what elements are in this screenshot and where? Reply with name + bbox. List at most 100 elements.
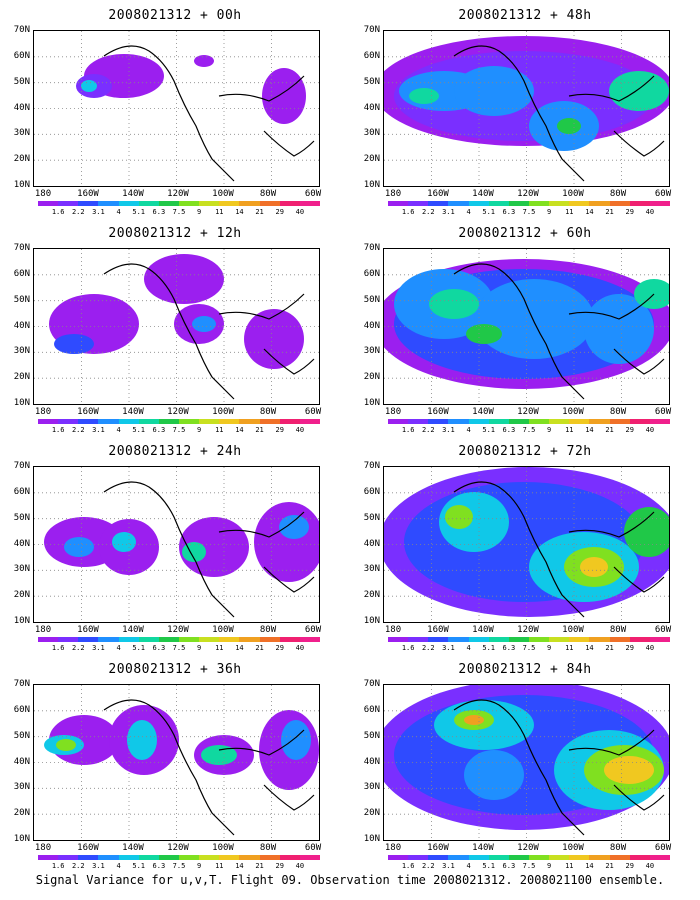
variance-contour: [112, 532, 136, 552]
colorbar-swatch: [448, 201, 469, 206]
colorbar-swatch: [259, 419, 280, 424]
colorbar-swatch: [508, 637, 529, 642]
colorbar-swatch: [609, 855, 630, 860]
longitude-label: 140W: [472, 189, 494, 199]
colorbar-label: 7.5: [172, 644, 186, 652]
variance-field-svg: [384, 31, 669, 186]
colorbar-label: 2.2: [71, 644, 85, 652]
colorbar-label: 9: [547, 426, 552, 434]
colorbar-swatch: [78, 855, 99, 860]
latitude-label: 10N: [363, 398, 380, 408]
coastline: [568, 511, 655, 538]
colorbar-swatch: [58, 855, 79, 860]
longitude-label: 160W: [427, 189, 449, 199]
colorbar-swatch: [549, 419, 570, 424]
colorbar-swatch: [428, 637, 449, 642]
colorbar-label: 11: [565, 208, 574, 216]
latitude-label: 70N: [13, 243, 30, 253]
longitude-label: 140W: [472, 843, 494, 853]
latitude-label: 40N: [363, 538, 380, 549]
colorbar-swatch: [98, 201, 119, 206]
longitude-label: 120W: [517, 407, 539, 417]
colorbar-swatch: [408, 637, 429, 642]
colorbar-swatch: [219, 637, 240, 642]
longitude-label: 140W: [122, 189, 144, 199]
latitude-label: 70N: [363, 461, 380, 471]
latitude-label: 10N: [13, 180, 30, 190]
longitude-label: 80W: [609, 407, 627, 417]
colorbar-swatch: [388, 419, 409, 424]
colorbar-swatch: [58, 201, 79, 206]
variance-contour: [604, 756, 654, 784]
coastline: [218, 511, 305, 538]
longitude-label: 100W: [562, 843, 584, 853]
latitude-label: 30N: [363, 782, 380, 793]
colorbar-swatch: [508, 419, 529, 424]
longitude-label: 100W: [562, 189, 584, 199]
colorbar-label: 7.5: [522, 208, 536, 216]
latitude-label: 10N: [363, 180, 380, 190]
coastline: [453, 699, 585, 836]
colorbar-swatch: [158, 419, 179, 424]
latitude-label: 20N: [13, 154, 30, 165]
latitude-label: 70N: [13, 679, 30, 689]
colorbar-swatch: [178, 855, 200, 860]
coastline: [613, 566, 665, 593]
longitude-label: 180: [34, 407, 52, 417]
colorbar-label: 2.2: [71, 208, 85, 216]
longitude-label: 160W: [427, 625, 449, 635]
colorbar-label: 1.6: [51, 208, 65, 216]
colorbar-label: 14: [235, 862, 244, 870]
colorbar-swatch: [58, 419, 79, 424]
longitude-label: 120W: [167, 189, 189, 199]
variance-contour: [81, 80, 97, 92]
colorbar-swatch: [508, 855, 529, 860]
colorbar-label: 29: [275, 862, 284, 870]
colorbar-swatch: [549, 201, 570, 206]
colorbar-label: 14: [585, 208, 594, 216]
longitude-label: 120W: [167, 407, 189, 417]
latitude-label: 30N: [13, 782, 30, 793]
colorbar-swatch: [649, 855, 670, 860]
variance-field-svg: [384, 685, 669, 840]
colorbar-label: 3.1: [92, 208, 105, 216]
colorbar-swatch: [38, 201, 59, 206]
latitude-label: 50N: [363, 294, 380, 305]
longitude-label: 120W: [517, 843, 539, 853]
longitude-label: 80W: [609, 625, 627, 635]
colorbar-label: 9: [547, 862, 552, 870]
forecast-panel: 2008021312 + 12h 70N 60N 50N 40N 30N 20N 10N 180…: [0, 218, 340, 434]
longitude-label: 100W: [212, 407, 234, 417]
longitude-label: 60W: [654, 407, 672, 417]
variance-contour: [454, 66, 534, 116]
colorbar-label: 14: [585, 644, 594, 652]
colorbar-label: 14: [235, 426, 244, 434]
colorbar-swatch: [528, 201, 550, 206]
longitude-label: 60W: [304, 843, 322, 853]
colorbar-swatch: [448, 419, 469, 424]
colorbar-swatch: [199, 637, 220, 642]
latitude-label: 60N: [13, 704, 30, 715]
latitude-label: 60N: [13, 268, 30, 279]
colorbar-label: 4: [466, 862, 471, 870]
coastline: [568, 75, 655, 102]
colorbar-label: 21: [255, 644, 264, 652]
variance-contour: [445, 505, 473, 529]
coastline: [453, 263, 585, 400]
colorbar-swatch: [118, 201, 139, 206]
longitude-label: 120W: [167, 843, 189, 853]
colorbar-swatch: [199, 419, 220, 424]
colorbar-swatch: [178, 201, 200, 206]
forecast-panel: 2008021312 + 60h 70N 60N 50N 40N 30N 20N 10N 180…: [350, 218, 690, 434]
colorbar-label: 5.1: [132, 644, 146, 652]
colorbar-swatch: [38, 855, 59, 860]
colorbar-label: 4: [116, 208, 121, 216]
colorbar-swatch: [649, 419, 670, 424]
variance-contour: [64, 537, 94, 557]
longitude-label: 120W: [517, 189, 539, 199]
colorbar-swatch: [528, 419, 550, 424]
colorbar-label: 1.6: [401, 426, 415, 434]
forecast-panel: 2008021312 + 00h 70N 60N 50N 40N 30N 20N 10N 180…: [0, 0, 340, 216]
colorbar-label: 2.2: [71, 862, 85, 870]
colorbar-label: 11: [215, 862, 224, 870]
